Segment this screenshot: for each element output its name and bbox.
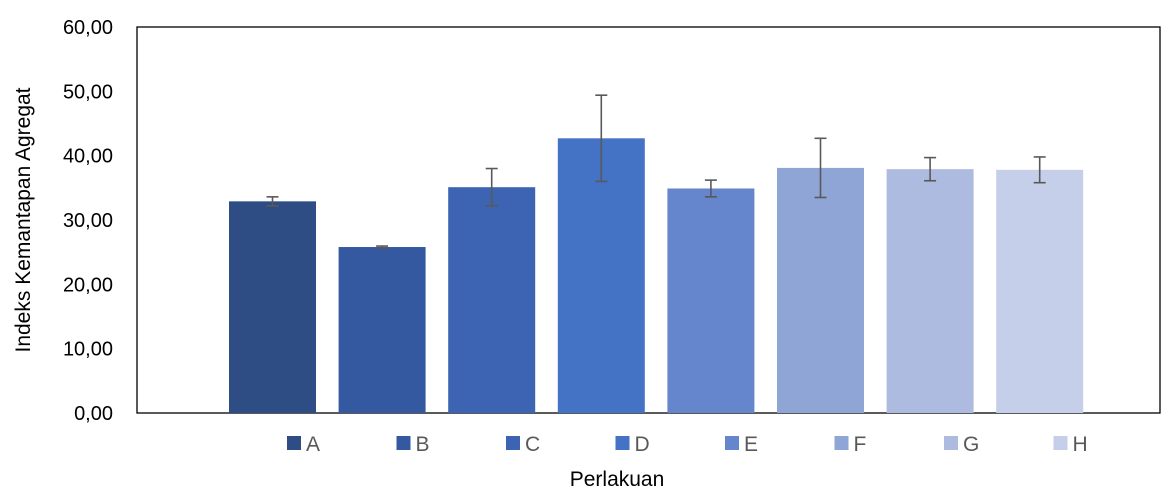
- y-tick-label: 30,00: [63, 210, 113, 232]
- legend-item-a: A: [287, 433, 320, 456]
- legend-label: F: [854, 433, 867, 456]
- bar-f: [777, 167, 864, 413]
- y-tick-label: 20,00: [63, 274, 113, 296]
- legend-swatch: [944, 436, 958, 450]
- error-bar-e: [704, 179, 717, 198]
- legend-label: H: [1073, 433, 1088, 456]
- legend-swatch: [615, 436, 630, 450]
- error-bar-c: [485, 167, 498, 207]
- legend-swatch: [287, 436, 301, 450]
- legend-swatch: [396, 436, 411, 450]
- error-bar-f: [814, 137, 827, 199]
- y-axis-title: Indeks Kemantapan Agregat: [12, 87, 35, 352]
- legend-label: C: [525, 433, 540, 456]
- y-axis-ticks: 0,00 10,00 20,00 30,00 40,00 50,00 60,00: [63, 17, 113, 425]
- legend-swatch: [834, 436, 849, 450]
- bar-d: [557, 138, 645, 413]
- bar-a: [229, 201, 316, 413]
- error-bar-b: [376, 245, 389, 249]
- bars: [229, 138, 1084, 413]
- legend-item-g: G: [944, 433, 979, 456]
- legend-item-f: F: [834, 433, 867, 456]
- y-tick-label: 0,00: [74, 403, 113, 425]
- legend-swatch: [506, 436, 520, 450]
- bar-c: [448, 187, 536, 413]
- legend-item-d: D: [615, 433, 650, 456]
- error-bars: [266, 94, 1046, 249]
- y-tick-label: 40,00: [63, 146, 113, 168]
- bar-b: [338, 247, 426, 413]
- legend-item-h: H: [1053, 433, 1088, 456]
- error-bar-d: [595, 94, 608, 183]
- x-axis-title: Perlakuan: [570, 468, 665, 491]
- legend-item-e: E: [725, 433, 758, 456]
- legend-label: D: [635, 433, 650, 456]
- error-bar-a: [266, 196, 279, 207]
- bar-g: [886, 169, 974, 413]
- legend-swatch: [725, 436, 739, 450]
- error-bar-g: [924, 156, 937, 182]
- legend-label: A: [306, 433, 320, 456]
- legend-swatch: [1053, 436, 1068, 450]
- legend-label: B: [416, 433, 430, 456]
- y-tick-label: 10,00: [63, 339, 113, 361]
- legend-item-b: B: [396, 433, 430, 456]
- y-tick-label: 50,00: [63, 81, 113, 103]
- bar-e: [667, 188, 755, 413]
- legend: A B C D E F G H: [287, 433, 1088, 456]
- error-bar-h: [1033, 156, 1046, 184]
- legend-label: G: [963, 433, 979, 456]
- legend-item-c: C: [506, 433, 540, 456]
- legend-label: E: [744, 433, 758, 456]
- y-tick-label: 60,00: [63, 17, 113, 39]
- bar-h: [996, 169, 1084, 413]
